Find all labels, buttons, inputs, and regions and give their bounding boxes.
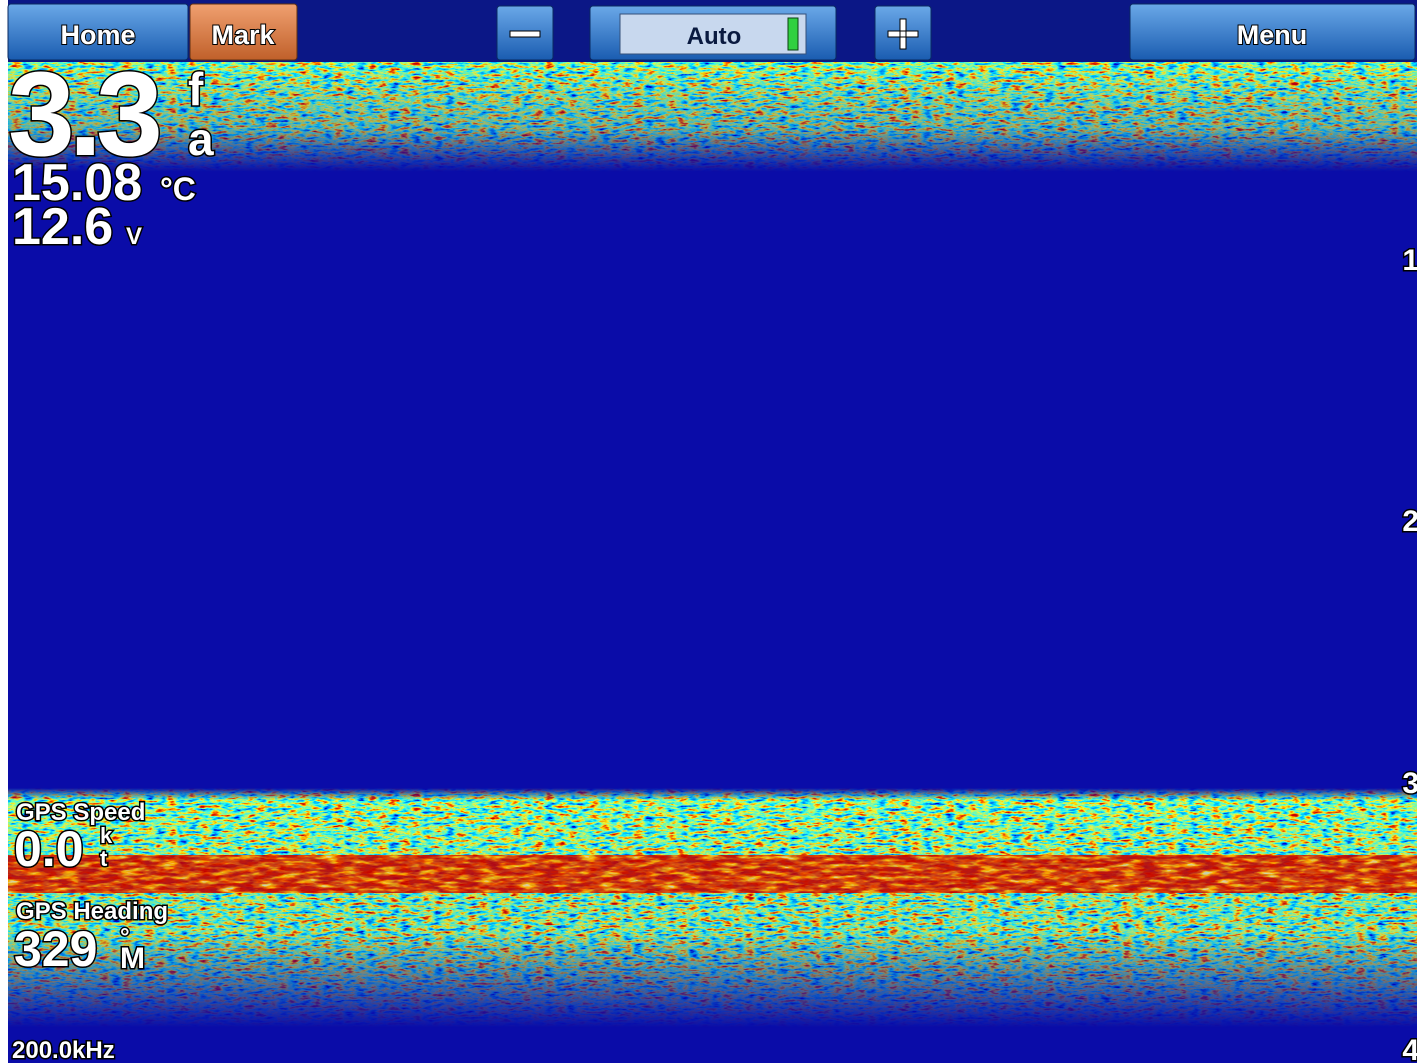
- depth-scale-label: 3: [1402, 767, 1417, 800]
- gps-speed-unit-top: k: [100, 823, 113, 848]
- minus-icon: [509, 30, 541, 38]
- plus-icon: [887, 18, 919, 50]
- gps-heading-unit-bottom: M: [120, 942, 145, 975]
- gain-label: Auto: [687, 23, 742, 50]
- depth-scale-label: 4: [1402, 1034, 1417, 1063]
- depth-scale: 1 2 3 4: [1401, 243, 1417, 1063]
- home-label[interactable]: Home: [59, 19, 136, 51]
- bottom-return: [8, 788, 1417, 1028]
- depth-value: 3.3: [8, 47, 159, 181]
- water-temp-value: 15.08: [12, 154, 142, 212]
- gps-speed-label: GPS Speed: [16, 799, 145, 826]
- frequency: 200.0kHz: [12, 1037, 115, 1063]
- gain-indicator: [787, 17, 799, 51]
- voltage-value: 12.6: [12, 198, 113, 256]
- voltage-unit: V: [126, 223, 142, 250]
- gps-speed-value: 0.0: [14, 821, 84, 877]
- gain-field: [619, 13, 807, 55]
- depth-scale-label: 1: [1402, 244, 1417, 277]
- surface-clutter: [8, 62, 1417, 172]
- bottom-line: [8, 855, 1417, 893]
- water-temp-unit: °C: [160, 171, 196, 207]
- mark-button[interactable]: [189, 3, 298, 61]
- depth-unit-bottom: a: [188, 113, 214, 165]
- menu-label[interactable]: Menu: [1236, 19, 1309, 51]
- mark-label[interactable]: Mark: [210, 19, 276, 51]
- depth-unit-top: f: [188, 63, 204, 115]
- gps-speed-unit-bottom: t: [100, 846, 108, 871]
- depth-scale-label: 2: [1402, 505, 1417, 538]
- gps-heading-unit-top: °: [120, 924, 130, 951]
- home-button[interactable]: [7, 3, 189, 61]
- gps-heading-value: 329: [14, 921, 97, 977]
- menu-button[interactable]: [1129, 3, 1416, 61]
- gps-heading-label: GPS Heading: [16, 898, 168, 925]
